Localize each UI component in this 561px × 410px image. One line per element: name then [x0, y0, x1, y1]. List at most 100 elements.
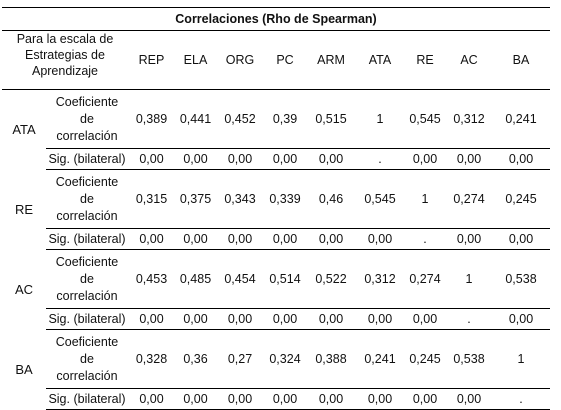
coef-cell: 0,389 [135, 111, 168, 126]
coef-cell: 0,46 [318, 191, 344, 206]
sig-cell: . [492, 388, 551, 410]
coef-cell: 0,538 [505, 271, 537, 286]
coef-cell: 0,241 [505, 111, 537, 126]
table-row: Sig. (bilateral) 0,00 0,00 0,00 0,00 0,0… [2, 148, 551, 170]
coef-cell: 1 [517, 351, 525, 366]
coef-cell: 0,343 [224, 191, 256, 206]
scale-header-line-3: Aprendizaje [31, 64, 98, 78]
table-row: Sig. (bilateral) 0,00 0,00 0,00 0,00 0,0… [2, 388, 551, 410]
sig-cell: 0,00 [264, 228, 306, 250]
column-header-org: ORG [216, 30, 264, 90]
group-label: RE [14, 202, 34, 217]
coef-cell: 0,315 [135, 191, 168, 206]
sig-cell: 0,00 [492, 228, 551, 250]
sig-cell: 0,00 [356, 388, 404, 410]
sig-cell: 0,00 [216, 228, 264, 250]
coef-cell: 0,441 [179, 111, 212, 126]
sig-cell: 0,00 [175, 388, 216, 410]
table-row: ATA Coeficiente de correlación 0,389 0,441… [2, 90, 550, 149]
sig-cell: . [404, 228, 446, 250]
coef-cell: 1 [376, 111, 384, 126]
coef-cell: 0,452 [224, 111, 256, 126]
coef-cell: 0,241 [364, 351, 396, 366]
sig-cell: 0,00 [128, 388, 175, 410]
coef-cell: 1 [421, 191, 429, 206]
scale-header-line-1: Para la escala de [16, 32, 114, 46]
sig-cell: 0,00 [446, 388, 492, 410]
coef-cell: 0,27 [227, 351, 253, 366]
table-row: Sig. (bilateral) 0,00 0,00 0,00 0,00 0,0… [2, 228, 551, 250]
sig-cell: 0,00 [264, 308, 306, 330]
coef-row-label: Coeficiente de correlación [55, 174, 119, 223]
scale-header: Para la escala de Estrategias de Aprendi… [2, 30, 128, 90]
sig-cell: 0,00 [216, 308, 264, 330]
sig-cell: 0,00 [175, 228, 216, 250]
coef-cell: 0,388 [315, 351, 347, 366]
sig-cell: 0,00 [306, 388, 356, 410]
sig-row-label: Sig. (bilateral) [46, 388, 128, 410]
coef-cell: 0,454 [224, 271, 256, 286]
sig-cell: 0,00 [356, 308, 404, 330]
column-header-ac: AC [446, 30, 492, 90]
column-header-arm: ARM [306, 30, 356, 90]
column-header-ela: ELA [175, 30, 216, 90]
sig-cell: . [356, 148, 404, 170]
coef-cell: 0,274 [453, 191, 485, 206]
coef-cell: 0,515 [315, 111, 347, 126]
coef-row-label: Coeficiente de correlación [55, 94, 119, 143]
group-label: BA [15, 362, 33, 377]
sig-cell: 0,00 [264, 148, 306, 170]
column-header-ba: BA [492, 30, 551, 90]
sig-cell: 0,00 [404, 388, 446, 410]
sig-cell: 0,00 [175, 308, 216, 330]
sig-cell: 0,00 [356, 228, 404, 250]
sig-row-label: Sig. (bilateral) [46, 228, 128, 250]
table-row: AC Coeficiente de correlación 0,453 0,485 … [2, 250, 550, 309]
coef-cell: 0,39 [272, 111, 298, 126]
coef-cell: 0,545 [364, 191, 396, 206]
coef-cell: 0,312 [364, 271, 396, 286]
sig-cell: 0,00 [306, 148, 356, 170]
coef-cell: 0,274 [409, 271, 441, 286]
coef-cell: 0,245 [409, 351, 441, 366]
sig-cell: 0,00 [216, 388, 264, 410]
coef-cell: 0,485 [179, 271, 212, 286]
coef-cell: 0,339 [269, 191, 301, 206]
coef-cell: 0,538 [453, 351, 485, 366]
sig-row-label: Sig. (bilateral) [46, 308, 128, 330]
column-header-ata: ATA [356, 30, 404, 90]
coef-cell: 0,453 [135, 271, 168, 286]
sig-row-label: Sig. (bilateral) [46, 148, 128, 170]
coef-cell: 0,324 [269, 351, 301, 366]
table-row: Sig. (bilateral) 0,00 0,00 0,00 0,00 0,0… [2, 308, 551, 330]
sig-cell: 0,00 [492, 148, 551, 170]
sig-cell: 0,00 [128, 228, 175, 250]
coef-cell: 0,375 [179, 191, 212, 206]
coef-cell: 0,245 [505, 191, 537, 206]
coef-cell: 1 [465, 271, 473, 286]
sig-cell: 0,00 [306, 228, 356, 250]
coef-cell: 0,514 [269, 271, 301, 286]
scale-header-line-2: Estrategias de [25, 48, 105, 62]
sig-cell: 0,00 [306, 308, 356, 330]
group-label: ATA [12, 122, 36, 138]
coef-cell: 0,545 [409, 111, 441, 126]
sig-cell: 0,00 [216, 148, 264, 170]
coef-row-label: Coeficiente de correlación [55, 254, 119, 303]
coef-cell: 0,328 [135, 351, 168, 366]
sig-cell: 0,00 [492, 308, 551, 330]
sig-cell: 0,00 [128, 308, 175, 330]
sig-cell: 0,00 [404, 308, 446, 330]
sig-cell: 0,00 [404, 148, 446, 170]
sig-cell: 0,00 [175, 148, 216, 170]
coef-cell: 0,522 [315, 271, 347, 286]
column-header-pc: PC [264, 30, 306, 90]
correlation-table: Correlaciones (Rho de Spearman) Para la … [2, 7, 551, 410]
sig-cell: 0,00 [446, 148, 492, 170]
table-row: RE Coeficiente de correlación 0,315 0,375 … [2, 170, 550, 229]
column-header-rep: REP [128, 30, 175, 90]
coef-cell: 0,312 [453, 111, 485, 126]
table-title: Correlaciones (Rho de Spearman) [2, 7, 551, 31]
sig-cell: . [446, 308, 492, 330]
